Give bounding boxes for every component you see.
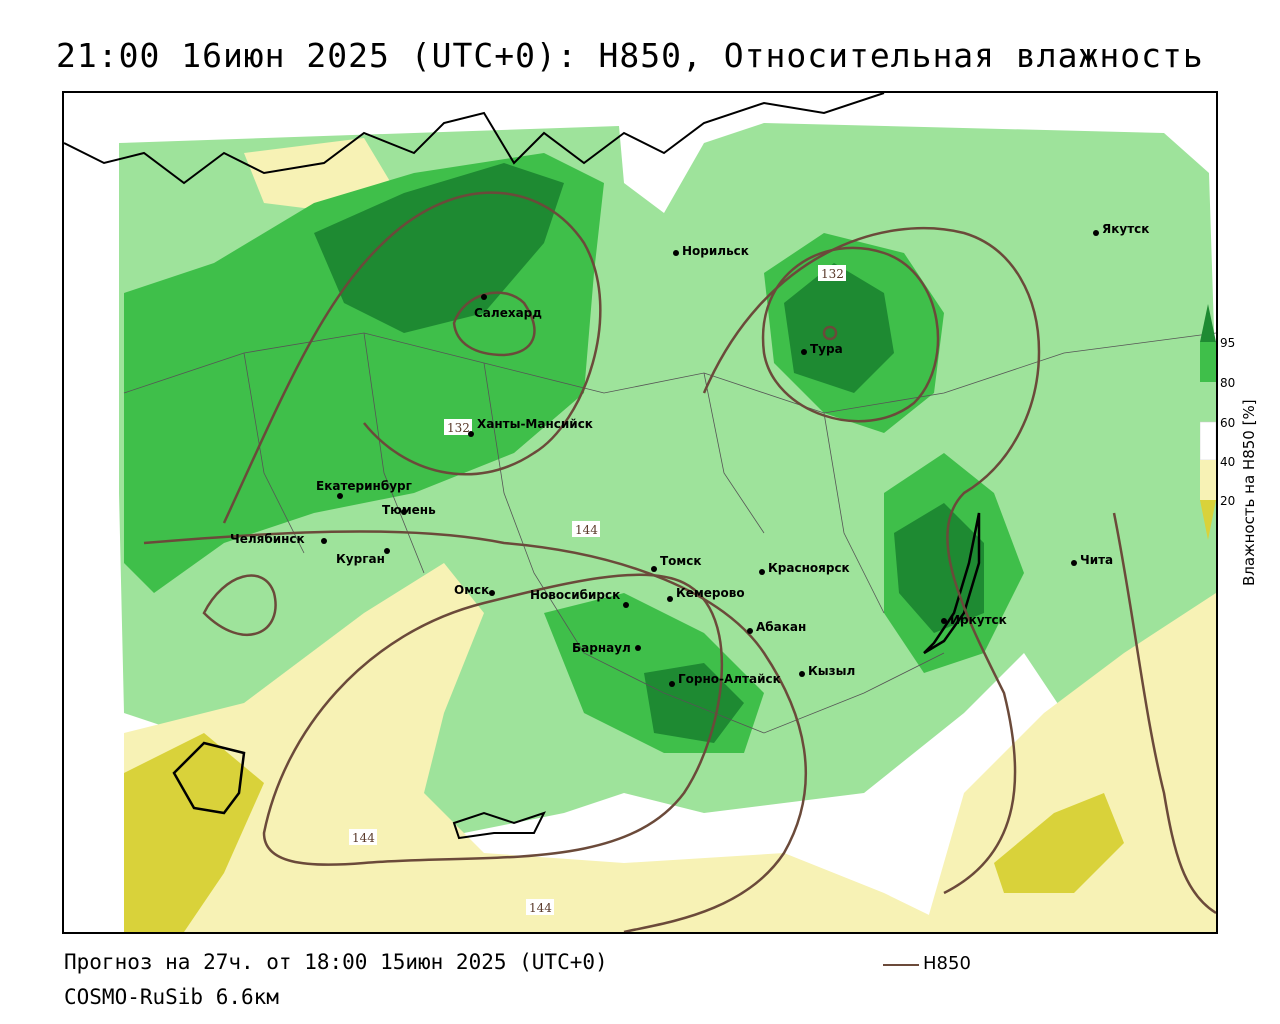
contour-label-group: 132 132 144 144 144 bbox=[349, 265, 846, 915]
city-label-omsk: Омск bbox=[454, 583, 489, 597]
city-dot-tura bbox=[801, 349, 807, 355]
humidity-zone-20-se bbox=[994, 793, 1124, 893]
city-dot-salekhard bbox=[481, 294, 487, 300]
city-label-norilsk: Норильск bbox=[682, 244, 749, 258]
colorbar-band-80 bbox=[1200, 342, 1216, 382]
model-name: COSMO-RuSib 6.6км bbox=[64, 985, 279, 1009]
aral-sea bbox=[172, 741, 246, 815]
lake-balkhash bbox=[452, 811, 546, 840]
city-dot-yakutsk bbox=[1093, 230, 1099, 236]
city-dot-barnaul bbox=[635, 645, 641, 651]
city-dot-ekb bbox=[337, 493, 343, 499]
city-dot-chelyabinsk bbox=[321, 538, 327, 544]
city-dot-kemerovo bbox=[667, 596, 673, 602]
city-dot-krasnoyarsk bbox=[759, 569, 765, 575]
contour-label: 144 bbox=[529, 901, 552, 915]
city-label-tyumen: Тюмень bbox=[382, 503, 436, 517]
city-dot-omsk bbox=[489, 590, 495, 596]
city-label-tomsk: Томск bbox=[660, 554, 702, 568]
forecast-info: Прогноз на 27ч. от 18:00 15июн 2025 (UTC… bbox=[64, 950, 608, 974]
city-label-novosibirsk: Новосибирск bbox=[530, 588, 620, 602]
h850-contour-132-tura bbox=[761, 246, 940, 423]
humidity-zone-40-south bbox=[124, 563, 964, 932]
city-label-irkutsk: Иркутск bbox=[950, 613, 1007, 627]
colorbar bbox=[1200, 304, 1216, 540]
h850-contour-tura-core bbox=[822, 325, 838, 341]
city-label-krasnoyarsk: Красноярск bbox=[768, 561, 850, 575]
colorbar-top-arrow bbox=[1200, 304, 1216, 342]
city-label-salekhard: Салехард bbox=[474, 306, 542, 320]
city-dot-kyzyl bbox=[799, 671, 805, 677]
humidity-zone-95-altai bbox=[644, 663, 744, 743]
h850-contour-138 bbox=[702, 226, 1041, 895]
h850-contours bbox=[143, 191, 1216, 932]
contour-label: 144 bbox=[352, 831, 375, 845]
city-dot-kurgan bbox=[384, 548, 390, 554]
city-label-khanty: Ханты-Мансийск bbox=[477, 417, 593, 431]
city-label-abakan: Абакан bbox=[756, 620, 806, 634]
city-dot-tomsk bbox=[651, 566, 657, 572]
lake-baikal bbox=[923, 512, 981, 655]
city-markers: Салехард Норильск Якутск Тура Ханты-Манс… bbox=[230, 222, 1149, 687]
coastline bbox=[64, 93, 885, 185]
colorbar-title: Влажность на H850 [%] bbox=[1240, 399, 1258, 586]
humidity-zone-95-tura bbox=[784, 263, 894, 393]
city-label-kurgan: Курган bbox=[336, 552, 385, 566]
h850-contour-132-west bbox=[222, 191, 602, 524]
city-label-yakutsk: Якутск bbox=[1102, 222, 1149, 236]
city-label-chita: Чита bbox=[1080, 553, 1113, 567]
contour-label: 132 bbox=[447, 421, 470, 435]
admin-boundaries bbox=[123, 332, 1216, 734]
humidity-zone-20-sw bbox=[124, 733, 264, 932]
colorbar-tick: 95 bbox=[1220, 336, 1236, 350]
city-label-kyzyl: Кызыл bbox=[808, 664, 855, 678]
humidity-zone-95-north bbox=[314, 163, 564, 333]
colorbar-bottom-arrow bbox=[1200, 500, 1216, 540]
h850-contour-144-main bbox=[143, 530, 808, 932]
city-dot-chita bbox=[1071, 560, 1077, 566]
colorbar-band-20 bbox=[1200, 460, 1216, 500]
city-dot-norilsk bbox=[673, 250, 679, 256]
page-title: 21:00 16июн 2025 (UTC+0): H850, Относите… bbox=[56, 36, 1204, 75]
colorbar-tick: 40 bbox=[1220, 455, 1236, 469]
h850-contour-144-south bbox=[262, 573, 724, 866]
city-label-tura: Тура bbox=[810, 342, 843, 356]
city-label-barnaul: Барнаул bbox=[572, 641, 631, 655]
h850-contour-small bbox=[202, 574, 277, 636]
contour-label: 144 bbox=[575, 523, 598, 537]
colorbar-tick: 60 bbox=[1220, 416, 1236, 430]
legend-label-h850: H850 bbox=[923, 953, 971, 974]
colorbar-tick: 20 bbox=[1220, 494, 1236, 508]
h850-contour-146-east bbox=[1112, 512, 1216, 915]
humidity-map: 132 132 144 144 144 Салехард Норильск Як… bbox=[64, 93, 1216, 932]
colorbar-band-60 bbox=[1200, 382, 1216, 422]
city-dot-tyumen bbox=[401, 509, 407, 515]
city-label-ekb: Екатеринбург bbox=[316, 479, 412, 493]
colorbar-tick: 80 bbox=[1220, 376, 1236, 390]
colorbar-band-40 bbox=[1200, 421, 1216, 461]
city-dot-novosibirsk bbox=[623, 602, 629, 608]
city-label-kemerovo: Кемерово bbox=[676, 586, 745, 600]
city-label-chelyabinsk: Челябинск bbox=[230, 532, 305, 546]
city-label-gorno: Горно-Алтайск bbox=[678, 672, 781, 686]
map-panel: 132 132 144 144 144 Салехард Норильск Як… bbox=[62, 91, 1218, 934]
contour-label: 132 bbox=[821, 267, 844, 281]
city-dot-khanty bbox=[468, 431, 474, 437]
city-dot-gorno bbox=[669, 681, 675, 687]
legend-line-h850 bbox=[883, 964, 919, 966]
city-dot-abakan bbox=[747, 628, 753, 634]
city-dot-irkutsk bbox=[941, 618, 947, 624]
